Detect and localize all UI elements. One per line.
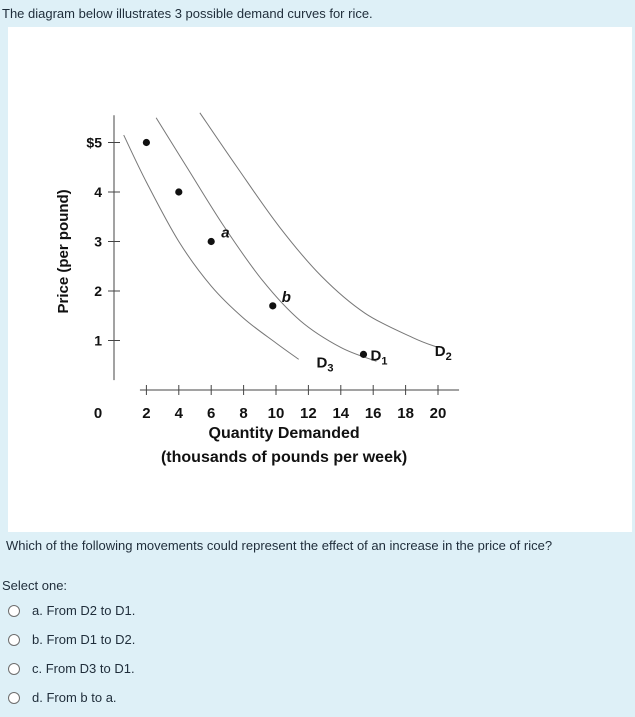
data-point-1 [142, 138, 150, 147]
y-tick-label-3: 3 [94, 234, 102, 250]
option-c[interactable]: c. From D3 to D1. [4, 654, 135, 683]
y-axis-label: Price (per pound) [55, 189, 72, 313]
point-label-a: a [221, 225, 229, 242]
option-a[interactable]: a. From D2 to D1. [4, 596, 135, 625]
x-axis-label-units: (thousands of pounds per week) [161, 449, 407, 466]
option-d[interactable]: d. From b to a. [4, 683, 135, 712]
x-tick-label-4: 4 [175, 405, 184, 422]
x-tick-label-14: 14 [332, 405, 349, 422]
x-tick-label-18: 18 [397, 405, 414, 422]
origin-label: 0 [94, 405, 102, 422]
curve-d3 [123, 134, 299, 360]
y-tick-label-4: 4 [94, 184, 102, 200]
option-b[interactable]: b. From D1 to D2. [4, 625, 135, 654]
radio-button-a[interactable] [8, 604, 20, 617]
x-tick-label-10: 10 [268, 405, 285, 422]
data-point-2 [175, 188, 183, 196]
y-tick-label-1: 1 [94, 333, 102, 349]
curve-label-d1: D1 [370, 347, 387, 367]
option-a-label: a. From D2 to D1. [32, 603, 136, 618]
curve-label-d2: D2 [435, 343, 452, 363]
x-tick-label-6: 6 [207, 405, 215, 422]
x-tick-label-20: 20 [430, 405, 447, 422]
point-label-b: b [282, 289, 291, 306]
answer-options: a. From D2 to D1. b. From D1 to D2. c. F… [4, 596, 135, 712]
y-tick-label-2: 2 [94, 283, 102, 299]
radio-button-d[interactable] [8, 691, 20, 704]
radio-button-c[interactable] [8, 662, 20, 675]
data-point-5 [359, 350, 368, 358]
curve-d1 [155, 117, 377, 362]
select-one-label: Select one: [2, 578, 68, 593]
option-d-label: d. From b to a. [32, 690, 117, 705]
data-point-4 [269, 302, 277, 310]
demand-curve-figure: 1 2 3 4 $5 2 4 6 8 10 12 14 16 18 20 0 Quantity Demanded… [8, 27, 632, 532]
x-tick-label-16: 16 [365, 405, 382, 422]
y-tick-label-5: $5 [86, 135, 102, 151]
x-axis-label: Quantity Demanded [209, 425, 360, 442]
intro-text: The diagram below illustrates 3 possible… [2, 6, 373, 21]
question-text: Which of the following movements could r… [6, 538, 553, 553]
curve-d2 [199, 112, 439, 348]
x-tick-label-2: 2 [142, 405, 150, 422]
curve-label-d3: D3 [317, 355, 334, 375]
option-b-label: b. From D1 to D2. [32, 632, 136, 647]
option-c-label: c. From D3 to D1. [32, 661, 135, 676]
data-point-3 [207, 237, 215, 246]
x-tick-label-8: 8 [239, 405, 247, 422]
radio-button-b[interactable] [8, 633, 20, 646]
x-tick-label-12: 12 [300, 405, 317, 422]
